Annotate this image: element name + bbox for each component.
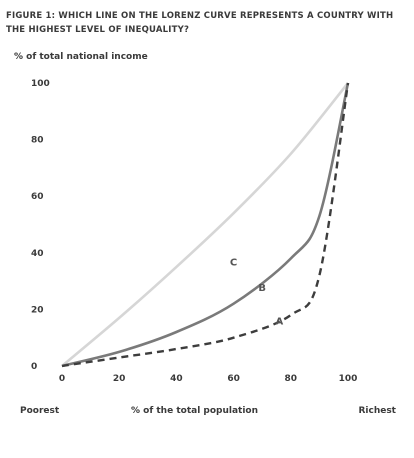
curve-label-b: B bbox=[258, 283, 266, 294]
x-tick-label: 60 bbox=[227, 374, 240, 384]
series-line-b bbox=[61, 82, 350, 368]
curve-label-c: C bbox=[230, 257, 237, 268]
series-lines bbox=[61, 82, 350, 368]
x-tick-label: 100 bbox=[339, 374, 358, 384]
y-tick-label: 80 bbox=[31, 136, 44, 146]
x-tick-label: 80 bbox=[285, 374, 298, 384]
y-tick-label: 0 bbox=[31, 362, 37, 372]
x-tick-label: 20 bbox=[113, 374, 126, 384]
y-tick-label: 60 bbox=[31, 192, 44, 202]
y-tick-label: 100 bbox=[31, 79, 50, 89]
x-tick-labels: 0 20 40 60 80 100 bbox=[59, 374, 358, 384]
curve-labels: C B A bbox=[230, 257, 284, 327]
series-line-c bbox=[61, 82, 350, 367]
y-tick-labels: 0 20 40 60 80 100 bbox=[31, 79, 50, 372]
x-axis-right-label: Richest bbox=[358, 406, 396, 416]
chart-title: FIGURE 1: WHICH LINE ON THE LORENZ CURVE… bbox=[6, 11, 394, 35]
x-axis-label: % of the total population bbox=[131, 406, 259, 416]
x-axis-left-label: Poorest bbox=[20, 406, 60, 416]
x-tick-label: 0 bbox=[59, 374, 65, 384]
series-line-a bbox=[61, 82, 350, 368]
curve-label-a: A bbox=[275, 317, 283, 328]
y-tick-label: 20 bbox=[31, 305, 44, 315]
y-tick-label: 40 bbox=[31, 249, 44, 259]
x-tick-label: 40 bbox=[170, 374, 183, 384]
y-axis-label: % of total national income bbox=[14, 52, 148, 62]
